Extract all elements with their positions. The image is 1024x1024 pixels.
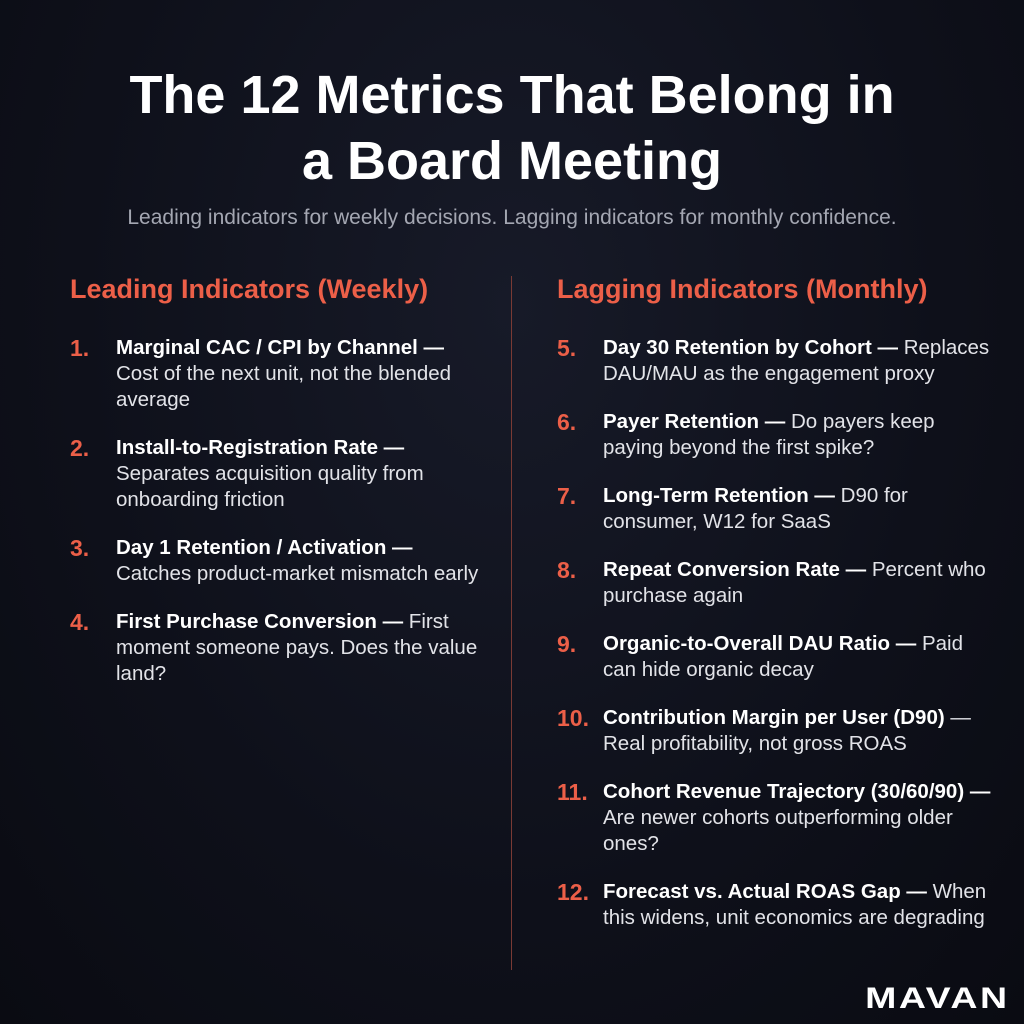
metric-text: Cohort Revenue Trajectory (30/60/90) — A… [603, 779, 997, 857]
metric-description: When this widens, unit economics are deg… [603, 880, 987, 929]
metric-number: 9. [557, 631, 577, 657]
metric-text: Repeat Conversion Rate — Percent who pur… [603, 557, 997, 609]
metric-text: Day 30 Retention by Cohort — Replaces DA… [603, 335, 997, 387]
metric-text: Contribution Margin per User (D90) — Rea… [603, 705, 997, 757]
metric-name: Day 1 Retention / Activation — [116, 536, 413, 559]
metric-number: 8. [557, 557, 577, 583]
metric-name: Install-to-Registration Rate — [116, 436, 405, 459]
metric-description: Separates acquisition quality from onboa… [116, 462, 424, 511]
metric-number: 10. [557, 705, 589, 731]
metric-text: Day 1 Retention / Activation — Catches p… [116, 535, 490, 587]
metric-number: 6. [557, 409, 577, 435]
metric-number: 1. [70, 335, 90, 361]
metric-name: First Purchase Conversion — [116, 610, 404, 633]
metric-number: 7. [557, 483, 577, 509]
metric-text: Forecast vs. Actual ROAS Gap — When this… [603, 879, 997, 931]
logo: MAVAN [865, 982, 1010, 1015]
metric-description: Catches product-market mismatch early [116, 562, 479, 585]
metric-item: 12. Forecast vs. Actual ROAS Gap — When t… [557, 879, 997, 931]
metric-text: Install-to-Registration Rate — Separates… [116, 435, 490, 513]
metric-name: Long-Term Retention — [603, 484, 835, 507]
column-heading: Lagging Indicators (Monthly) [557, 274, 928, 304]
metric-item: 7. Long-Term Retention — D90 for consumer… [557, 483, 997, 535]
metric-name: Contribution Margin per User (D90) [603, 706, 945, 729]
metric-item: 6. Payer Retention — Do payers keep payin… [557, 409, 997, 461]
metric-text: Organic-to-Overall DAU Ratio — Paid can … [603, 631, 997, 683]
metric-description: Do payers keep paying beyond the first s… [603, 410, 935, 459]
metric-text: Marginal CAC / CPI by Channel — Cost of … [116, 335, 490, 413]
metric-item: 1. Marginal CAC / CPI by Channel — Cost o… [70, 335, 490, 413]
metric-item: 11. Cohort Revenue Trajectory (30/60/90) … [557, 779, 997, 857]
metric-item: 2. Install-to-Registration Rate — Separat… [70, 435, 490, 513]
metric-description: D90 for consumer, W12 for SaaS [603, 484, 908, 533]
metric-description: Cost of the next unit, not the blended a… [116, 362, 452, 411]
column: Lagging Indicators (Monthly) 5. Day 30 Ret… [557, 274, 997, 953]
column: Leading Indicators (Weekly) 1. Marginal CA… [70, 274, 490, 709]
metric-number: 4. [70, 609, 90, 635]
column-heading: Leading Indicators (Weekly) [70, 274, 429, 304]
metric-item: 4. First Purchase Conversion — First mome… [70, 609, 490, 687]
metric-item: 8. Repeat Conversion Rate — Percent who p… [557, 557, 997, 609]
metric-number: 11. [557, 779, 588, 805]
metric-item: 10. Contribution Margin per User (D90) — … [557, 705, 997, 757]
metric-name: Forecast vs. Actual ROAS Gap — [603, 880, 927, 903]
metric-description: Replaces DAU/MAU as the engagement proxy [603, 336, 990, 385]
metric-number: 5. [557, 335, 577, 361]
metric-description: — Real profitability, not gross ROAS [603, 706, 971, 755]
metric-description: Percent who purchase again [603, 558, 986, 607]
metric-item: 3. Day 1 Retention / Activation — Catches… [70, 535, 490, 587]
metric-item: 5. Day 30 Retention by Cohort — Replaces … [557, 335, 997, 387]
metric-text: Long-Term Retention — D90 for consumer, … [603, 483, 997, 535]
metric-description: Are newer cohorts outperforming older on… [603, 806, 953, 855]
subtitle: Leading indicators for weekly decisions.… [127, 206, 897, 229]
metric-description: Paid can hide organic decay [603, 632, 963, 681]
metric-name: Payer Retention — [603, 410, 786, 433]
metric-number: 12. [557, 879, 589, 905]
metric-text: Payer Retention — Do payers keep paying … [603, 409, 997, 461]
metric-number: 2. [70, 435, 90, 461]
metric-name: Cohort Revenue Trajectory (30/60/90) — [603, 780, 991, 803]
metric-name: Marginal CAC / CPI by Channel — [116, 336, 445, 359]
title: The 12 Metrics That Belong in a Board Me… [129, 65, 895, 191]
metric-description: First moment someone pays. Does the valu… [116, 610, 478, 685]
metric-number: 3. [70, 535, 90, 561]
metric-item: 9. Organic-to-Overall DAU Ratio — Paid ca… [557, 631, 997, 683]
metric-name: Day 30 Retention by Cohort — [603, 336, 899, 359]
metric-name: Organic-to-Overall DAU Ratio — [603, 632, 917, 655]
divider [511, 276, 512, 970]
metric-name: Repeat Conversion Rate — [603, 558, 867, 581]
metric-text: First Purchase Conversion — First moment… [116, 609, 490, 687]
